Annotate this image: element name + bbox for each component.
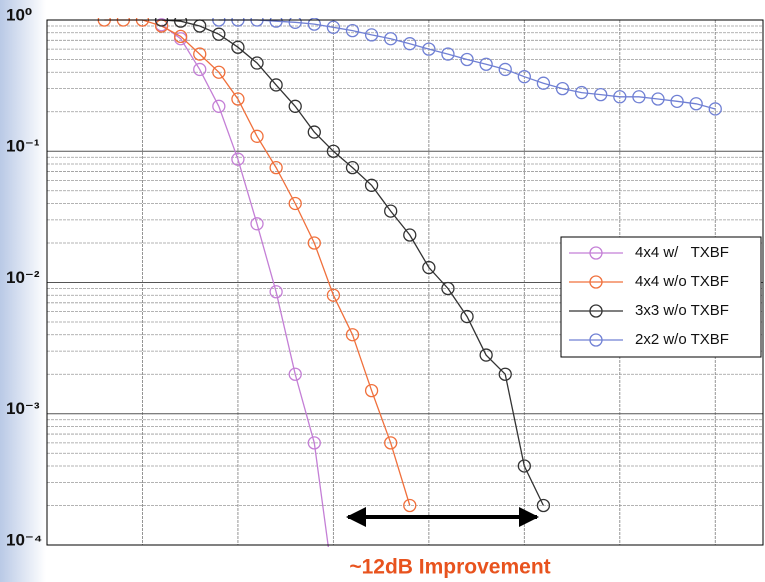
data-point [288, 367, 302, 381]
data-point [307, 436, 321, 450]
data-point [441, 281, 455, 296]
data-point [384, 32, 398, 46]
data-point [403, 228, 417, 242]
data-point [498, 367, 512, 381]
data-point [555, 81, 570, 96]
data-point [498, 62, 512, 77]
data-point [364, 178, 379, 192]
data-point [250, 217, 264, 231]
y-tick-label: 10⁻¹ [6, 137, 40, 156]
data-point [613, 90, 627, 104]
data-point [345, 160, 360, 175]
data-point [403, 37, 417, 51]
data-point [479, 348, 493, 362]
data-point [269, 18, 283, 28]
plot-frame [46, 19, 764, 546]
data-point [269, 78, 283, 92]
data-point [422, 42, 436, 56]
data-point [231, 152, 245, 166]
data-point [460, 52, 474, 67]
data-point [422, 260, 436, 275]
data-point [212, 27, 226, 41]
data-point [689, 97, 703, 111]
data-point [269, 160, 283, 175]
data-point [384, 436, 398, 450]
data-point [269, 285, 283, 299]
data-point [212, 65, 226, 79]
y-tick-label: 10⁻⁴ [6, 530, 42, 549]
data-point [326, 288, 341, 302]
legend-marker [589, 304, 603, 318]
y-tick-label: 10⁻³ [6, 399, 40, 418]
data-point [594, 87, 608, 102]
data-point [326, 20, 341, 34]
data-point [212, 99, 226, 113]
data-point [288, 196, 302, 211]
data-point [174, 29, 188, 44]
data-point [574, 85, 589, 100]
data-point [670, 94, 684, 108]
y-tick-label: 10⁰ [6, 5, 32, 24]
legend-marker [589, 246, 603, 260]
data-point [231, 92, 245, 106]
legend-label: 4x4 w/ TXBF [635, 244, 729, 261]
legend-label: 4x4 w/o TXBF [635, 273, 729, 290]
annotation: ~12dB Improvement [349, 556, 550, 579]
data-point [632, 90, 646, 104]
data-point [441, 47, 455, 61]
series-line [161, 19, 544, 506]
data-point [307, 125, 321, 139]
data-point [174, 18, 188, 28]
legend-marker [589, 333, 603, 347]
data-point [345, 23, 360, 38]
data-point [250, 56, 264, 70]
data-point [536, 76, 551, 90]
data-point [307, 18, 321, 31]
data-point [651, 92, 665, 106]
data-point [307, 236, 321, 250]
data-point [288, 18, 302, 29]
legend-marker [589, 275, 603, 289]
data-point [384, 204, 398, 218]
data-point [708, 102, 722, 116]
y-tick-label: 10⁻² [6, 268, 40, 287]
data-point [326, 144, 341, 158]
data-point [460, 309, 474, 324]
data-point [231, 40, 245, 54]
data-point [345, 328, 360, 342]
data-point [536, 498, 551, 513]
data-point [193, 62, 207, 77]
data-point [288, 99, 302, 113]
data-point [517, 70, 531, 84]
data-point [364, 28, 379, 42]
legend-label: 2x2 w/o TXBF [635, 331, 729, 348]
data-point [250, 129, 264, 143]
legend: 4x4 w/ TXBF 4x4 w/o TXBF 3x3 w/o TXBF 2x2 w… [560, 236, 762, 358]
data-point [364, 383, 379, 398]
legend-label: 3x3 w/o TXBF [635, 302, 729, 319]
data-point [479, 57, 493, 71]
data-point [193, 47, 207, 61]
series-line [161, 24, 329, 547]
data-point [517, 459, 531, 473]
legend-box [560, 236, 762, 358]
